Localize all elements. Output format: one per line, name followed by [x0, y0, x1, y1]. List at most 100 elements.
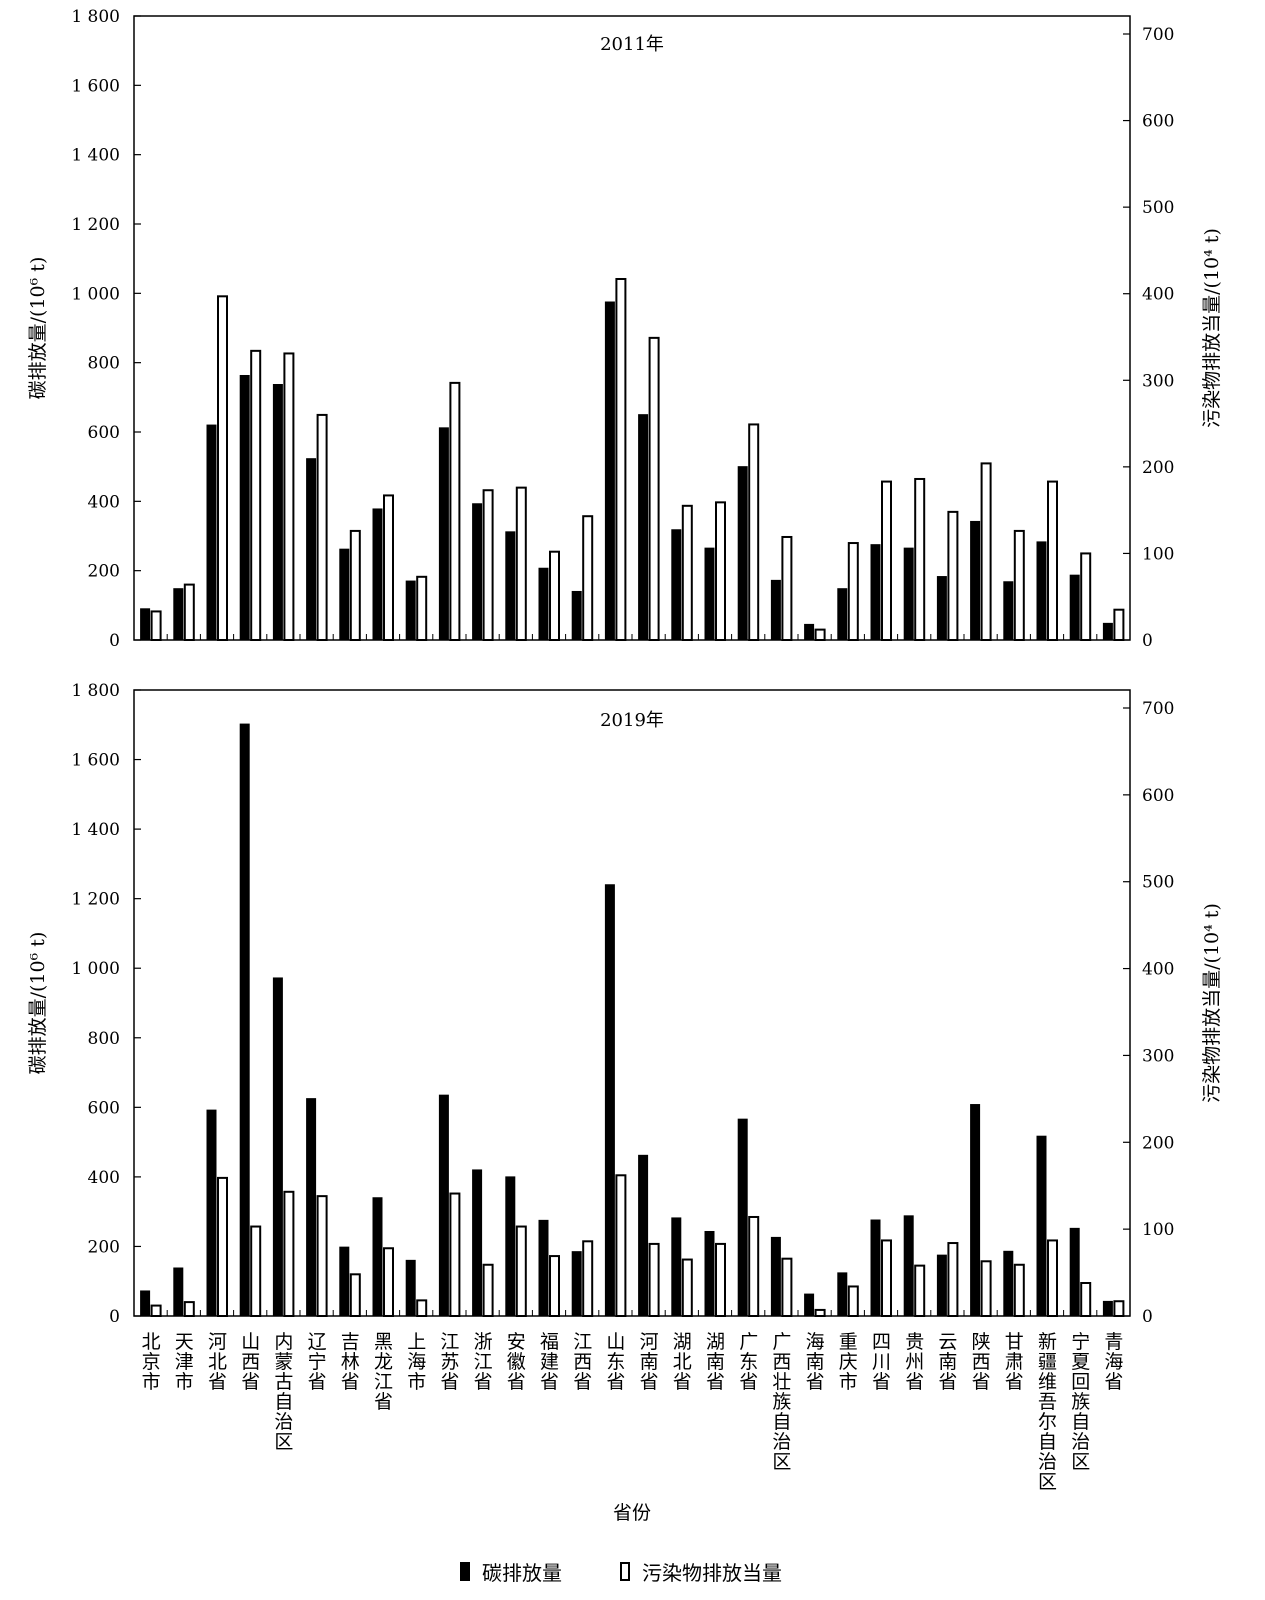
- bar-pollutant: [183, 1301, 195, 1318]
- x-category-label: 江西省: [573, 1331, 592, 1393]
- x-category-char: 省: [739, 1371, 758, 1393]
- x-category-char: 自: [1038, 1431, 1057, 1453]
- bar-carbon: [804, 1293, 815, 1317]
- bar-carbon: [870, 544, 881, 641]
- bar-carbon: [206, 1109, 217, 1317]
- bar-carbon: [1102, 1300, 1113, 1317]
- x-category-label: 江苏省: [440, 1331, 459, 1393]
- bar-carbon: [604, 884, 615, 1317]
- x-category-char: 北: [673, 1351, 692, 1373]
- bar-pollutant: [150, 1304, 162, 1318]
- x-category-label: 山东省: [606, 1331, 625, 1393]
- x-category-char: 自: [772, 1411, 791, 1433]
- x-category-char: 西: [241, 1351, 260, 1373]
- y-right-tick-label: 700: [1142, 25, 1174, 45]
- bar-carbon: [239, 723, 250, 1317]
- x-category-char: 省: [1005, 1371, 1024, 1393]
- legend-swatch-pollutant: [620, 1561, 630, 1581]
- y-left-tick-label: 1 400: [71, 820, 120, 840]
- bar-carbon: [604, 301, 615, 641]
- x-category-label: 云南省: [938, 1331, 957, 1393]
- x-category-char: 陕: [972, 1331, 991, 1353]
- bar-pollutant: [1013, 1263, 1025, 1317]
- y-left-tick-label: 1 000: [71, 959, 120, 979]
- x-category-label: 广西壮族自治区: [772, 1331, 791, 1473]
- x-category-char: 南: [706, 1351, 725, 1373]
- y-right-tick-label: 500: [1142, 198, 1174, 218]
- panel-title: 2019年: [600, 710, 664, 731]
- x-category-label: 吉林省: [341, 1331, 360, 1393]
- x-category-char: 川: [872, 1351, 891, 1373]
- x-category-char: 广: [739, 1331, 758, 1353]
- x-category-char: 新: [1038, 1331, 1057, 1353]
- x-category-char: 河: [208, 1331, 227, 1353]
- bar-pollutant: [383, 1247, 394, 1318]
- bar-pollutant: [914, 477, 926, 641]
- y-left-tick-label: 1 800: [71, 681, 120, 701]
- bar-pollutant: [847, 542, 859, 641]
- bar-pollutant: [847, 1285, 859, 1318]
- x-category-char: 省: [440, 1371, 459, 1393]
- y-right-tick-label: 200: [1142, 1133, 1174, 1153]
- bar-carbon: [571, 590, 582, 641]
- bar-carbon: [472, 503, 483, 641]
- bar-pollutant: [449, 1192, 461, 1317]
- bar-pollutant: [217, 1176, 228, 1317]
- bar-carbon: [339, 548, 350, 641]
- legend-item-carbon: 碳排放量: [460, 1557, 562, 1586]
- y-left-tick-label: 1 000: [71, 284, 120, 304]
- bar-carbon: [206, 424, 217, 641]
- bar-pollutant: [748, 1215, 760, 1318]
- bar-pollutant: [748, 423, 760, 641]
- bar-pollutant: [1013, 529, 1025, 641]
- bar-pollutant: [515, 486, 527, 641]
- x-category-char: 省: [1104, 1371, 1123, 1393]
- x-category-char: 青: [1104, 1331, 1123, 1353]
- x-category-char: 江: [440, 1331, 459, 1353]
- x-category-char: 重: [839, 1331, 858, 1353]
- x-category-char: 建: [540, 1351, 559, 1373]
- y-left-tick-label: 800: [88, 354, 120, 374]
- x-category-char: 海: [806, 1331, 825, 1353]
- x-category-char: 省: [540, 1371, 559, 1393]
- x-category-char: 海: [1104, 1351, 1123, 1373]
- panel-title: 2011年: [600, 34, 664, 55]
- x-category-char: 治: [1071, 1431, 1090, 1453]
- x-category-char: 东: [606, 1351, 625, 1373]
- y-left-tick-label: 1 200: [71, 890, 120, 910]
- x-category-label: 北京市: [142, 1331, 161, 1393]
- x-category-char: 区: [1071, 1451, 1090, 1473]
- y-left-tick-label: 1 600: [71, 76, 120, 96]
- x-category-char: 省: [640, 1371, 659, 1393]
- bar-pollutant: [515, 1225, 527, 1317]
- x-category-char: 回: [1071, 1371, 1090, 1393]
- x-category-char: 蒙: [274, 1351, 293, 1373]
- bar-carbon: [737, 1118, 748, 1317]
- x-category-char: 疆: [1038, 1351, 1057, 1373]
- bar-pollutant: [349, 529, 361, 641]
- x-category-char: 区: [274, 1431, 293, 1453]
- bar-carbon: [671, 1217, 682, 1317]
- bar-carbon: [1003, 1250, 1014, 1317]
- x-category-label: 安徽省: [507, 1331, 526, 1393]
- x-category-label: 广东省: [739, 1331, 758, 1393]
- x-category-label: 上海市: [407, 1331, 426, 1393]
- bar-carbon: [339, 1246, 350, 1317]
- bar-carbon: [770, 1236, 781, 1317]
- y-left-tick-label: 1 800: [71, 7, 120, 27]
- y-right-tick-label: 0: [1142, 631, 1153, 651]
- x-category-label: 天津市: [175, 1331, 194, 1393]
- bar-carbon: [936, 1254, 947, 1317]
- x-category-char: 北: [142, 1331, 161, 1353]
- x-category-char: 省: [573, 1371, 592, 1393]
- y-right-tick-label: 100: [1142, 1220, 1174, 1240]
- bar-pollutant: [814, 1308, 826, 1318]
- bar-carbon: [936, 576, 947, 641]
- bar-pollutant: [383, 494, 394, 641]
- bar-pollutant: [482, 1263, 494, 1317]
- x-category-char: 辽: [308, 1331, 327, 1353]
- x-category-char: 市: [407, 1371, 426, 1393]
- x-category-char: 广: [772, 1331, 791, 1353]
- bar-pollutant: [881, 1239, 892, 1318]
- bar-pollutant: [582, 515, 594, 642]
